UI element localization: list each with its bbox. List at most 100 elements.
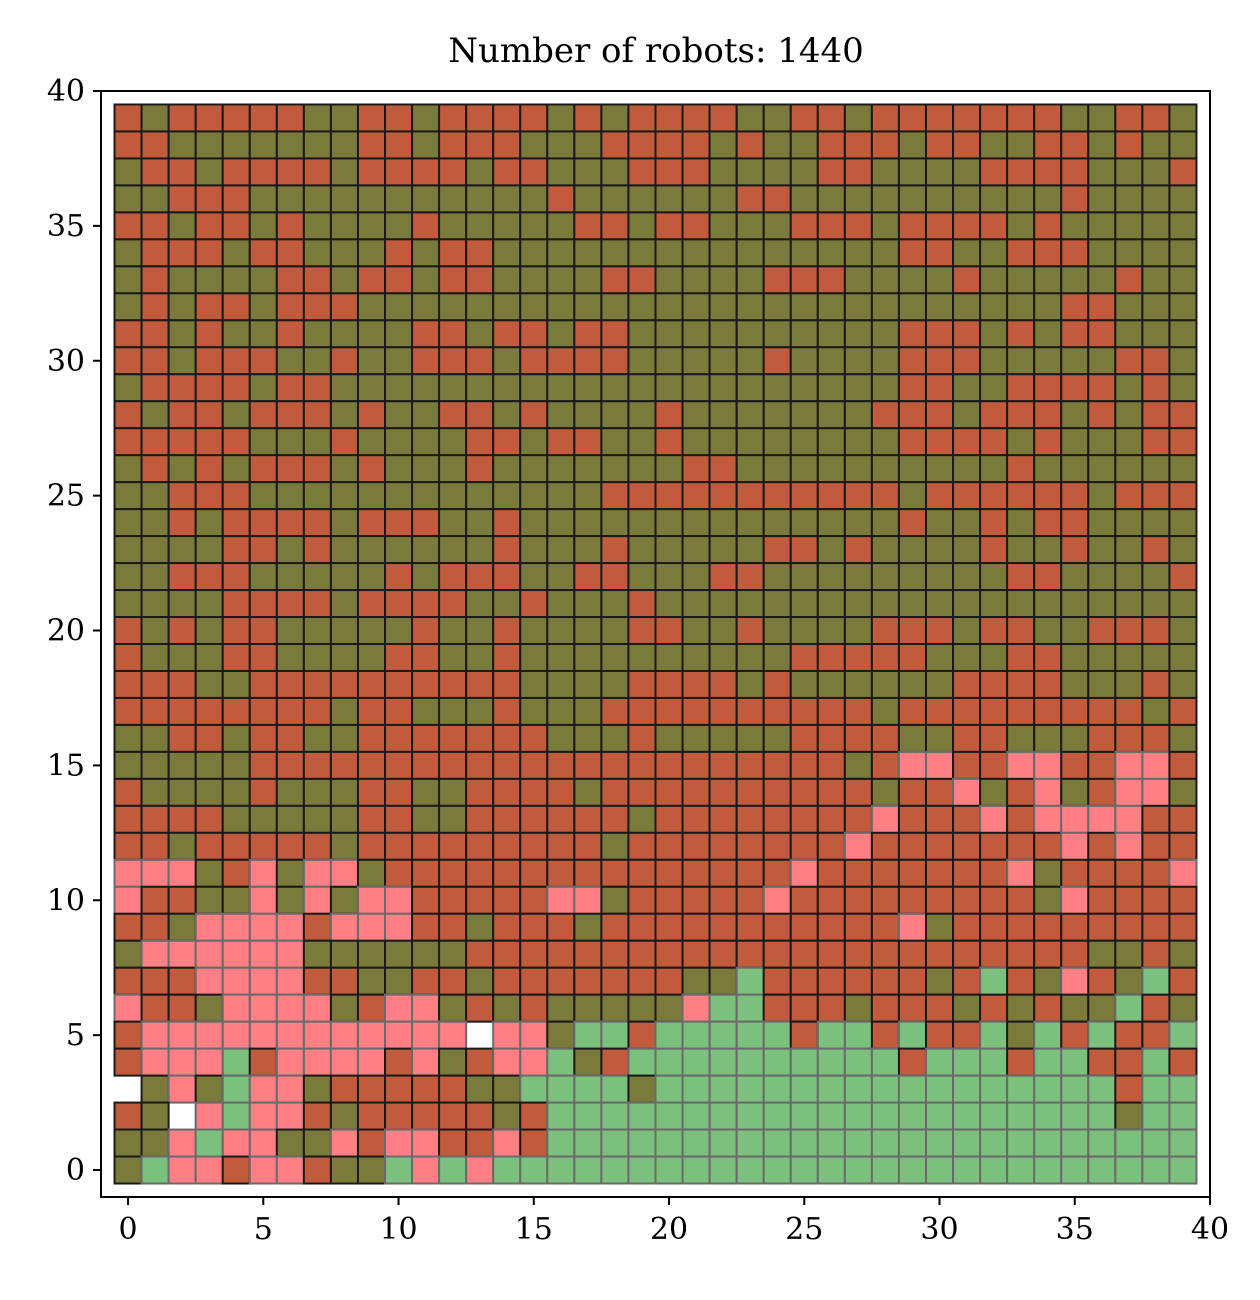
heatmap-cell xyxy=(952,858,982,888)
heatmap-cell xyxy=(897,777,927,807)
heatmap-cell xyxy=(1006,157,1036,187)
heatmap-cell xyxy=(627,346,657,376)
heatmap-cell xyxy=(438,562,468,592)
heatmap-cell xyxy=(708,723,738,753)
heatmap-cell xyxy=(1060,589,1090,619)
heatmap-cell xyxy=(1087,103,1117,133)
heatmap-cell xyxy=(1060,1020,1090,1050)
heatmap-cell xyxy=(302,103,332,133)
heatmap-cell xyxy=(1168,912,1198,942)
heatmap-cell xyxy=(600,535,630,565)
heatmap-cell xyxy=(1033,535,1063,565)
heatmap-cell xyxy=(681,211,711,241)
heatmap-cell xyxy=(248,777,278,807)
heatmap-cell xyxy=(789,535,819,565)
heatmap-cell xyxy=(329,804,359,834)
heatmap-cell xyxy=(384,696,414,726)
heatmap-cell xyxy=(1168,373,1198,403)
heatmap-cell xyxy=(897,130,927,160)
heatmap-cell xyxy=(816,696,846,726)
heatmap-cell xyxy=(708,1155,738,1185)
heatmap-cell xyxy=(275,238,305,268)
heatmap-cell xyxy=(302,292,332,322)
heatmap-cell xyxy=(897,993,927,1023)
heatmap-cell xyxy=(221,211,251,241)
heatmap-cell xyxy=(654,616,684,646)
heatmap-cell xyxy=(546,912,576,942)
heatmap-cell xyxy=(275,292,305,322)
heatmap-cell xyxy=(546,966,576,996)
heatmap-cell xyxy=(356,508,387,538)
heatmap-cell xyxy=(627,1101,657,1131)
heatmap-cell xyxy=(1087,373,1117,403)
heatmap-cell xyxy=(762,993,792,1023)
heatmap-cell xyxy=(1087,589,1117,619)
heatmap-cell xyxy=(979,157,1009,187)
heatmap-cell xyxy=(897,238,927,268)
heatmap-cell xyxy=(492,427,522,457)
heatmap-cell xyxy=(194,184,224,214)
heatmap-cell xyxy=(762,912,792,942)
heatmap-cell xyxy=(952,211,982,241)
heatmap-cell xyxy=(438,508,468,538)
heatmap-cell xyxy=(221,184,251,214)
heatmap-cell xyxy=(735,993,765,1023)
heatmap-cell xyxy=(411,319,441,349)
heatmap-cell xyxy=(221,643,251,672)
heatmap-cell xyxy=(816,1074,846,1104)
heatmap-cell xyxy=(546,373,576,403)
heatmap-cell xyxy=(816,184,846,214)
heatmap-cell xyxy=(275,723,305,753)
heatmap-cell xyxy=(762,130,792,160)
heatmap-cell xyxy=(465,211,495,241)
heatmap-cell xyxy=(546,1128,576,1158)
heatmap-cell xyxy=(924,616,955,646)
heatmap-cell xyxy=(546,427,576,457)
heatmap-cell xyxy=(952,831,982,861)
heatmap-cell xyxy=(1033,454,1063,484)
heatmap-cell xyxy=(1114,966,1144,996)
heatmap-cell xyxy=(411,184,441,214)
heatmap-cell xyxy=(708,427,738,457)
heatmap-cell xyxy=(1114,1155,1144,1185)
heatmap-cell xyxy=(492,373,522,403)
heatmap-cell xyxy=(1087,508,1117,538)
heatmap-cell xyxy=(221,292,251,322)
heatmap-cell xyxy=(708,130,738,160)
heatmap-cell xyxy=(302,1074,332,1104)
heatmap-cell xyxy=(302,723,332,753)
heatmap-cell xyxy=(952,184,982,214)
heatmap-cell xyxy=(356,616,387,646)
heatmap-cell xyxy=(979,454,1009,484)
heatmap-cell xyxy=(356,831,387,861)
heatmap-cell xyxy=(681,1155,711,1185)
heatmap-cell xyxy=(1006,912,1036,942)
heatmap-cell xyxy=(924,804,955,834)
heatmap-cell xyxy=(600,1128,630,1158)
heatmap-cell xyxy=(924,508,955,538)
heatmap-cell xyxy=(546,858,576,888)
heatmap-cell xyxy=(735,184,765,214)
heatmap-cell xyxy=(762,858,792,888)
heatmap-cell xyxy=(573,804,603,834)
heatmap-cell xyxy=(816,211,846,241)
heatmap-cell xyxy=(1060,157,1090,187)
heatmap-cell xyxy=(654,373,684,403)
heatmap-cell xyxy=(1141,643,1171,672)
heatmap-cell xyxy=(411,804,441,834)
heatmap-cell xyxy=(1033,696,1063,726)
heatmap-cell xyxy=(465,723,495,753)
heatmap-cell xyxy=(275,696,305,726)
heatmap-cell xyxy=(1006,1020,1036,1050)
heatmap-cell xyxy=(843,1047,873,1077)
heatmap-cell xyxy=(519,346,549,376)
heatmap-cell xyxy=(1114,1047,1144,1077)
heatmap-cell xyxy=(492,157,522,187)
heatmap-cell xyxy=(897,481,927,511)
heatmap-cell xyxy=(1168,696,1198,726)
heatmap-cell xyxy=(411,1128,441,1158)
heatmap-cell xyxy=(681,130,711,160)
heatmap-cell xyxy=(952,993,982,1023)
heatmap-cell xyxy=(1033,993,1063,1023)
heatmap-cell xyxy=(113,373,143,403)
